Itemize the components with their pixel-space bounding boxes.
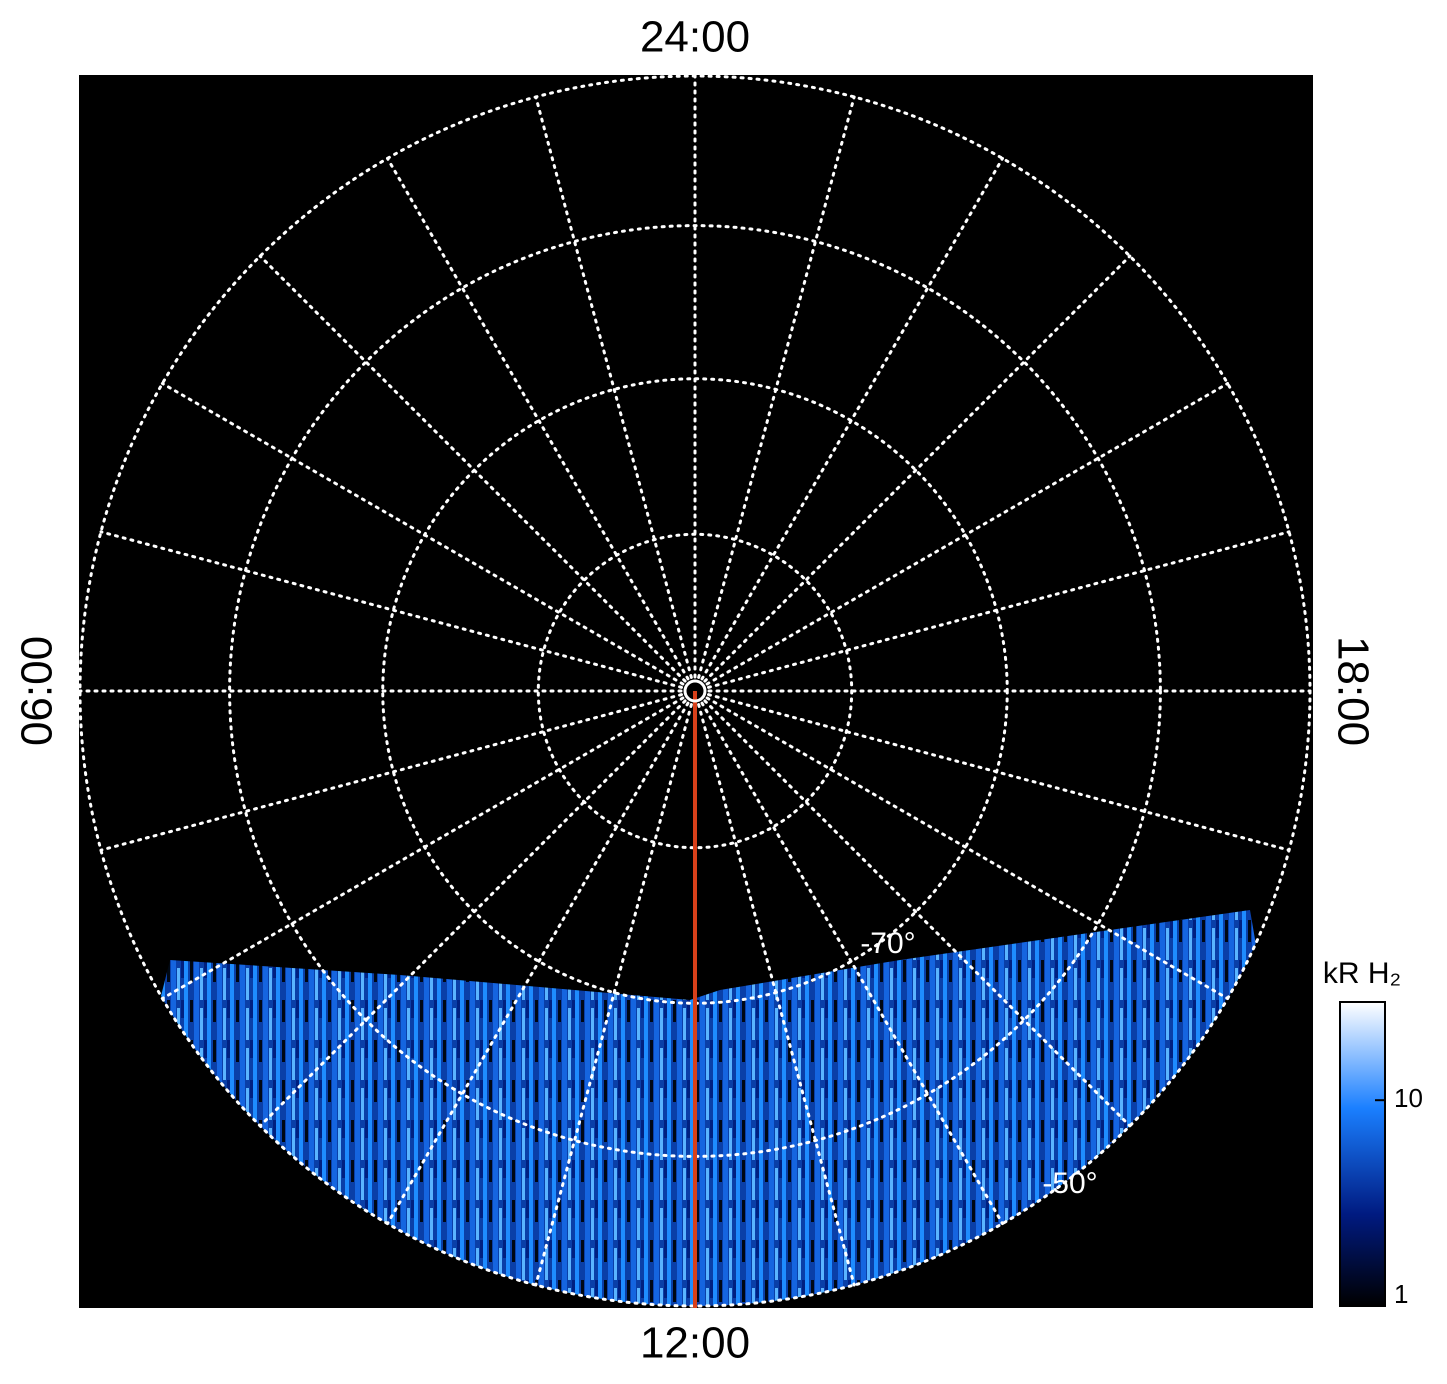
time-label: 24:00 <box>640 13 750 62</box>
colorbar <box>1339 1001 1386 1307</box>
colorbar-tick-label: 1 <box>1394 1279 1408 1309</box>
time-label: 18:00 <box>1328 636 1377 746</box>
time-label: 12:00 <box>640 1319 750 1368</box>
lat-label: -70° <box>860 927 915 960</box>
lat-label: -50° <box>1042 1167 1097 1200</box>
time-label: 06:00 <box>13 636 62 746</box>
pole-marker <box>683 679 707 703</box>
colorbar-tick-label: 10 <box>1394 1083 1423 1113</box>
colorbar-label: kR H₂ <box>1323 957 1401 990</box>
